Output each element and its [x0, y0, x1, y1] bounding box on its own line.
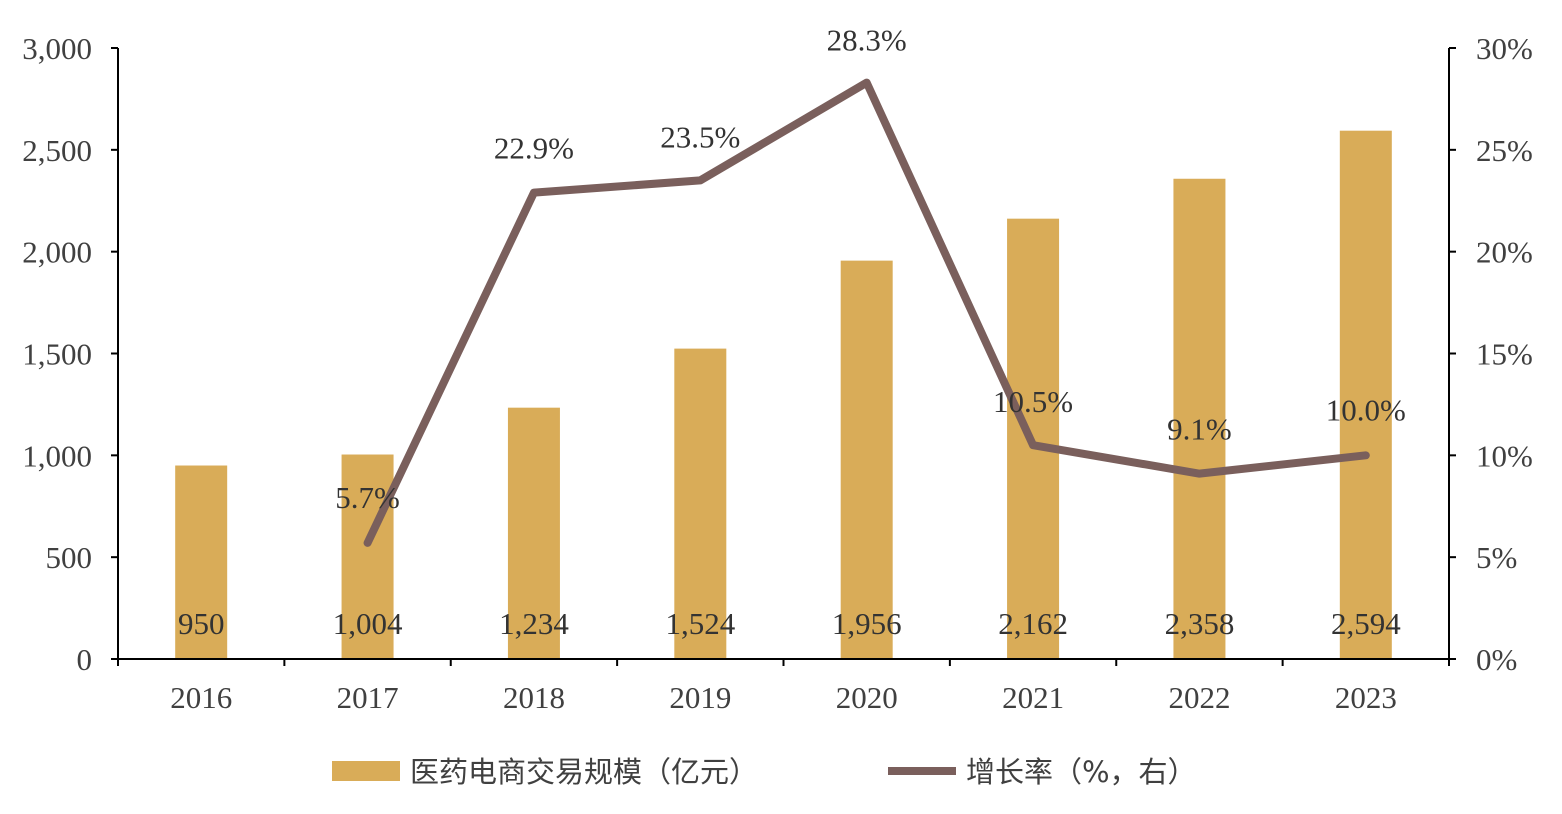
right-tick-label: 10%	[1476, 438, 1533, 473]
growth-rate-line	[363, 78, 1370, 547]
bar-label-2020: 1,956	[832, 606, 902, 641]
right-tick-label: 25%	[1476, 133, 1533, 168]
bar-label-2016: 950	[178, 606, 225, 641]
line-label-2020: 28.3%	[827, 23, 907, 58]
bar-2017	[341, 454, 394, 659]
x-tick-label-2016: 2016	[170, 680, 232, 715]
line-label-2023: 10.0%	[1326, 392, 1406, 427]
x-tick-label-2019: 2019	[669, 680, 731, 715]
line-data-labels: 5.7% 22.9% 23.5% 28.3% 10.5% 9.1% 10.0%	[335, 23, 1406, 515]
line-label-2018: 22.9%	[494, 131, 574, 166]
bar-2016	[175, 465, 228, 659]
left-axis-ticks: 0 500 1,000 1,500 2,000 2,500 3,000	[22, 31, 118, 677]
bar-2018	[507, 407, 560, 659]
bar-label-2021: 2,162	[998, 606, 1068, 641]
bar-2020	[840, 260, 893, 659]
left-tick-label: 3,000	[22, 31, 92, 66]
left-tick-label: 500	[46, 540, 93, 575]
bar-label-2019: 1,524	[665, 606, 735, 641]
left-tick-label: 2,500	[22, 133, 92, 168]
line-label-2019: 23.5%	[660, 119, 740, 154]
x-tick-label-2018: 2018	[503, 680, 565, 715]
left-tick-label: 1,500	[22, 337, 92, 372]
right-tick-label: 15%	[1476, 337, 1533, 372]
bar-2022	[1173, 178, 1226, 659]
left-tick-label: 1,000	[22, 438, 92, 473]
legend-swatch-bar	[332, 761, 400, 781]
right-tick-label: 30%	[1476, 31, 1533, 66]
line-label-2017: 5.7%	[335, 480, 400, 515]
right-tick-label: 5%	[1476, 540, 1517, 575]
axes	[117, 48, 1450, 660]
bar-2023	[1339, 130, 1392, 659]
left-tick-label: 2,000	[22, 235, 92, 270]
bar-label-2017: 1,004	[333, 606, 403, 641]
bar-label-2023: 2,594	[1331, 606, 1401, 641]
x-tick-label-2021: 2021	[1002, 680, 1064, 715]
legend-label-line: 增长率（%，右）	[966, 755, 1197, 789]
bar-label-2018: 1,234	[499, 606, 569, 641]
bar-data-labels: 950 1,004 1,234 1,524 1,956 2,162 2,358 2,594	[178, 606, 1401, 641]
line-label-2021: 10.5%	[993, 384, 1073, 419]
x-tick-label-2022: 2022	[1168, 680, 1230, 715]
legend-label-bar: 医药电商交易规模（亿元）	[410, 755, 758, 789]
line-series	[363, 78, 1370, 547]
line-label-2022: 9.1%	[1167, 412, 1232, 447]
x-axis-ticks: 2016 2017 2018 2019 2020 2021 2022 2023	[117, 659, 1450, 715]
x-tick-label-2020: 2020	[836, 680, 898, 715]
x-tick-label-2017: 2017	[337, 680, 399, 715]
right-axis-ticks: 0% 5% 10% 15% 20% 25% 30%	[1449, 31, 1533, 677]
bar-2019	[674, 348, 727, 659]
right-tick-label: 0%	[1476, 642, 1517, 677]
left-tick-label: 0	[77, 642, 93, 677]
bar-series	[175, 130, 1392, 659]
right-tick-label: 20%	[1476, 235, 1533, 270]
bar-label-2022: 2,358	[1165, 606, 1235, 641]
legend: 医药电商交易规模（亿元） 增长率（%，右）	[332, 755, 1197, 789]
x-tick-label-2023: 2023	[1335, 680, 1397, 715]
